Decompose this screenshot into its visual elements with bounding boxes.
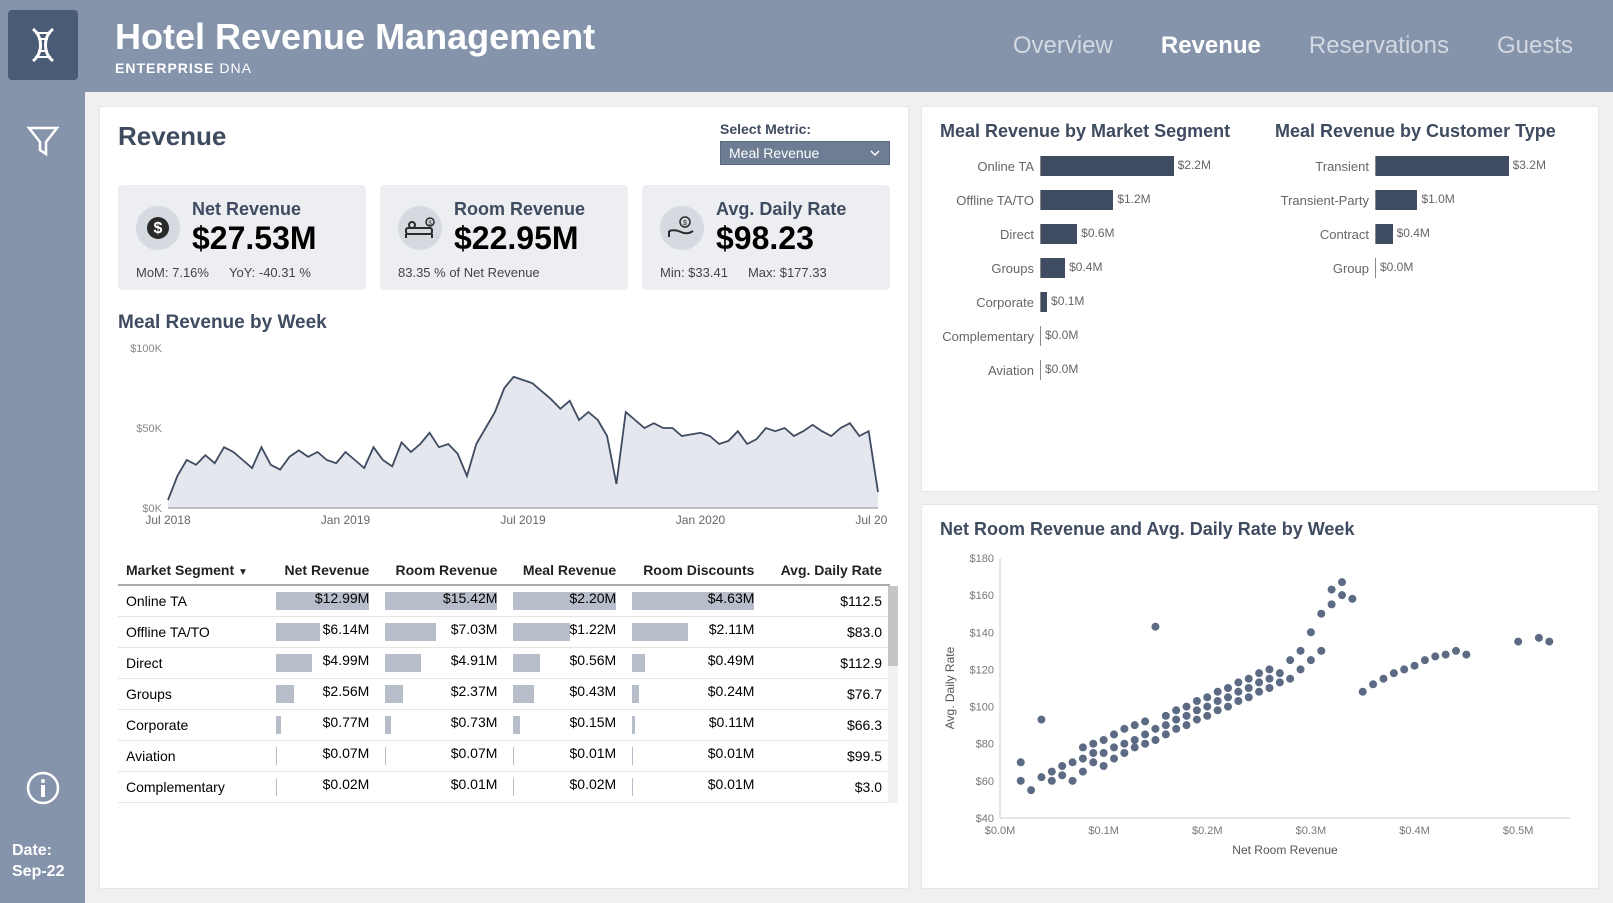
segment-table: Market Segment ▼Net RevenueRoom RevenueM… bbox=[118, 556, 890, 803]
table-header[interactable]: Market Segment ▼ bbox=[118, 556, 268, 585]
bed-icon: $ bbox=[398, 206, 442, 250]
hbar-row: Contract $0.4M bbox=[1275, 224, 1580, 244]
table-row[interactable]: Complementary$0.02M$0.01M$0.02M$0.01M$3.… bbox=[118, 772, 890, 803]
left-rail: Date: Sep-22 bbox=[0, 0, 85, 903]
svg-text:$40: $40 bbox=[976, 813, 994, 825]
svg-text:$80: $80 bbox=[976, 738, 994, 750]
page-title: Hotel Revenue Management bbox=[115, 16, 1013, 58]
table-row[interactable]: Groups$2.56M$2.37M$0.43M$0.24M$76.7 bbox=[118, 679, 890, 710]
kpi-row: $ Net Revenue $27.53M MoM: 7.16%YoY: -40… bbox=[118, 185, 890, 290]
hbar-panel: Meal Revenue by Market Segment Online TA… bbox=[921, 106, 1599, 492]
table-row[interactable]: Online TA$12.99M$15.42M$2.20M$4.63M$112.… bbox=[118, 585, 890, 617]
svg-text:Jan 2020: Jan 2020 bbox=[676, 513, 726, 527]
kpi-label: Room Revenue bbox=[454, 199, 585, 220]
info-icon[interactable] bbox=[25, 770, 61, 811]
svg-text:$: $ bbox=[154, 220, 163, 237]
kpi-label: Avg. Daily Rate bbox=[716, 199, 846, 220]
table-row[interactable]: Direct$4.99M$4.91M$0.56M$0.49M$112.9 bbox=[118, 648, 890, 679]
svg-text:$: $ bbox=[683, 220, 687, 227]
table-header[interactable]: Room Discounts bbox=[624, 556, 762, 585]
tab-overview[interactable]: Overview bbox=[1013, 32, 1113, 60]
svg-text:$60: $60 bbox=[976, 775, 994, 787]
kpi-card: $ Avg. Daily Rate $98.23 Min: $33.41Max:… bbox=[642, 185, 890, 290]
svg-text:Jul 2020: Jul 2020 bbox=[855, 513, 888, 527]
nav-tabs: Overview Revenue Reservations Guests bbox=[1013, 32, 1573, 60]
svg-text:Jul 2019: Jul 2019 bbox=[500, 513, 546, 527]
svg-text:$160: $160 bbox=[970, 590, 994, 602]
svg-text:$0.1M: $0.1M bbox=[1088, 825, 1119, 837]
kpi-sub: Min: $33.41Max: $177.33 bbox=[660, 265, 872, 280]
kpi-card: $ Room Revenue $22.95M 83.35 % of Net Re… bbox=[380, 185, 628, 290]
hbar-row: Direct $0.6M bbox=[940, 224, 1245, 244]
svg-text:$0.0M: $0.0M bbox=[985, 825, 1016, 837]
svg-text:$100K: $100K bbox=[130, 343, 162, 355]
kpi-value: $27.53M bbox=[192, 220, 317, 257]
hbar-row: Aviation $0.0M bbox=[940, 360, 1245, 380]
kpi-label: Net Revenue bbox=[192, 199, 317, 220]
hbar-customer-chart: Meal Revenue by Customer Type Transient … bbox=[1275, 121, 1580, 477]
hbar-row: Group $0.0M bbox=[1275, 258, 1580, 278]
table-row[interactable]: Aviation$0.07M$0.07M$0.01M$0.01M$99.5 bbox=[118, 741, 890, 772]
dna-logo bbox=[8, 10, 78, 80]
scatter-title: Net Room Revenue and Avg. Daily Rate by … bbox=[940, 519, 1580, 540]
hbar-row: Groups $0.4M bbox=[940, 258, 1245, 278]
svg-text:$120: $120 bbox=[970, 664, 994, 676]
metric-label: Select Metric: bbox=[720, 121, 890, 137]
dollar-icon: $ bbox=[136, 206, 180, 250]
chevron-down-icon bbox=[869, 147, 881, 159]
filter-icon[interactable] bbox=[23, 120, 63, 165]
tab-reservations[interactable]: Reservations bbox=[1309, 32, 1449, 60]
svg-text:$0.4M: $0.4M bbox=[1399, 825, 1430, 837]
kpi-sub: 83.35 % of Net Revenue bbox=[398, 265, 610, 280]
hbar-row: Transient-Party $1.0M bbox=[1275, 190, 1580, 210]
svg-text:$0.2M: $0.2M bbox=[1192, 825, 1223, 837]
svg-text:$180: $180 bbox=[970, 553, 994, 565]
svg-text:$0.3M: $0.3M bbox=[1296, 825, 1327, 837]
svg-text:Jul 2018: Jul 2018 bbox=[145, 513, 191, 527]
header: Hotel Revenue Management ENTERPRISE DNA … bbox=[85, 0, 1613, 92]
main: Hotel Revenue Management ENTERPRISE DNA … bbox=[85, 0, 1613, 903]
kpi-value: $22.95M bbox=[454, 220, 585, 257]
svg-text:Jan 2019: Jan 2019 bbox=[321, 513, 371, 527]
hbar-row: Transient $3.2M bbox=[1275, 156, 1580, 176]
hbar-row: Online TA $2.2M bbox=[940, 156, 1245, 176]
table-scrollbar[interactable] bbox=[888, 586, 898, 803]
svg-text:Net Room Revenue: Net Room Revenue bbox=[1232, 843, 1338, 857]
svg-text:$140: $140 bbox=[970, 627, 994, 639]
table-header[interactable]: Avg. Daily Rate bbox=[762, 556, 890, 585]
metric-select[interactable]: Meal Revenue bbox=[720, 141, 890, 165]
dna-icon bbox=[23, 25, 63, 65]
revenue-panel: Revenue Select Metric: Meal Revenue $ Ne… bbox=[99, 106, 909, 889]
table-header[interactable]: Meal Revenue bbox=[505, 556, 624, 585]
svg-text:$100: $100 bbox=[970, 701, 994, 713]
kpi-sub: MoM: 7.16%YoY: -40.31 % bbox=[136, 265, 348, 280]
hbar-title: Meal Revenue by Market Segment bbox=[940, 121, 1245, 142]
svg-text:$0.5M: $0.5M bbox=[1503, 825, 1534, 837]
hbar-title: Meal Revenue by Customer Type bbox=[1275, 121, 1580, 142]
hbar-row: Corporate $0.1M bbox=[940, 292, 1245, 312]
kpi-value: $98.23 bbox=[716, 220, 846, 257]
scatter-panel: Net Room Revenue and Avg. Daily Rate by … bbox=[921, 504, 1599, 890]
date-display: Date: Sep-22 bbox=[0, 841, 85, 903]
scatter-chart: $40 $60 $80 $100 $120 $140 $160 $180 $0.0M $0.1M $… bbox=[940, 548, 1580, 858]
area-chart-title: Meal Revenue by Week bbox=[118, 312, 890, 334]
table-row[interactable]: Corporate$0.77M$0.73M$0.15M$0.11M$66.3 bbox=[118, 710, 890, 741]
content-grid: Revenue Select Metric: Meal Revenue $ Ne… bbox=[85, 92, 1613, 903]
area-chart: $100K$50K$0KJul 2018Jan 2019Jul 2019Jan … bbox=[118, 338, 890, 538]
svg-text:Avg. Daily Rate: Avg. Daily Rate bbox=[943, 646, 957, 729]
hbar-segment-chart: Meal Revenue by Market Segment Online TA… bbox=[940, 121, 1245, 477]
table-header[interactable]: Room Revenue bbox=[377, 556, 505, 585]
page-subtitle: ENTERPRISE DNA bbox=[115, 60, 1013, 76]
revenue-title: Revenue bbox=[118, 121, 226, 152]
table-header[interactable]: Net Revenue bbox=[268, 556, 378, 585]
tab-revenue[interactable]: Revenue bbox=[1161, 32, 1261, 60]
hbar-row: Offline TA/TO $1.2M bbox=[940, 190, 1245, 210]
svg-text:$50K: $50K bbox=[136, 423, 162, 435]
hand-icon: $ bbox=[660, 206, 704, 250]
hbar-row: Complementary $0.0M bbox=[940, 326, 1245, 346]
table-row[interactable]: Offline TA/TO$6.14M$7.03M$1.22M$2.11M$83… bbox=[118, 617, 890, 648]
tab-guests[interactable]: Guests bbox=[1497, 32, 1573, 60]
kpi-card: $ Net Revenue $27.53M MoM: 7.16%YoY: -40… bbox=[118, 185, 366, 290]
